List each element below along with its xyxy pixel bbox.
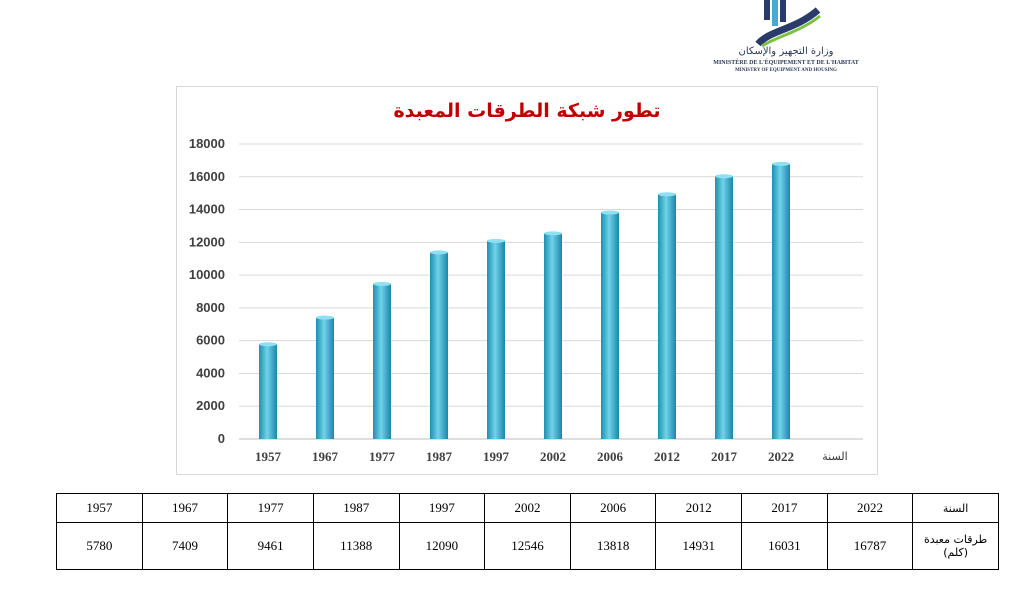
y-tick-label: 6000: [196, 333, 225, 348]
table-row-label: السنة: [912, 492, 999, 524]
bar-2012: [658, 194, 676, 439]
x-tick-label: 2002: [540, 449, 566, 464]
table-cell: 2006: [569, 492, 657, 524]
table-cell: 1977: [227, 492, 314, 524]
table-cell: 11388: [312, 522, 400, 570]
x-tick-label: 1987: [426, 449, 453, 464]
x-tick-label: 2022: [768, 449, 794, 464]
table-cell: 2017: [741, 492, 828, 524]
y-tick-label: 8000: [196, 300, 225, 315]
bar-cap-1997: [487, 238, 505, 243]
table-cell: 16787: [826, 522, 914, 570]
bar-1967: [316, 317, 334, 439]
table-cell: 2022: [826, 492, 914, 524]
table-row-label: طرقات معبدة (كلم): [912, 522, 999, 570]
bar-2022: [772, 163, 790, 439]
table-cell: 1987: [312, 492, 400, 524]
x-tick-label: 1977: [369, 449, 396, 464]
table-cell: 16031: [741, 522, 828, 570]
bar-cap-2017: [715, 174, 733, 179]
x-tick-label: 2012: [654, 449, 680, 464]
bar-chart: تطور شبكة الطرقات المعبدة 0 2000 4000 6000 8…: [189, 100, 863, 464]
table-cell: 1957: [56, 492, 143, 524]
bar-1977: [373, 283, 391, 439]
bar-2002: [544, 233, 562, 439]
bar-cap-1967: [316, 315, 334, 320]
chart-frame: تطور شبكة الطرقات المعبدة 0 2000 4000 6000 8…: [176, 86, 878, 475]
table-cell: 12546: [484, 522, 571, 570]
x-tick-label: 1957: [255, 449, 282, 464]
table-row-lengths: 5780 7409 9461 11388 12090 12546 13818 1…: [56, 522, 999, 570]
bar-cap-1977: [373, 281, 391, 286]
table-row-years: 1957 1967 1977 1987 1997 2002 2006 2012 …: [56, 492, 999, 524]
bar-1987: [430, 252, 448, 439]
ministry-name-fr: MINISTÈRE DE L'ÉQUIPEMENT ET DE L'HABITA…: [713, 60, 859, 66]
y-tick-label: 4000: [196, 365, 225, 380]
x-tick-label: 1997: [483, 449, 510, 464]
y-tick-label: 14000: [189, 202, 225, 217]
bar-2006: [601, 212, 619, 439]
table-cell: 9461: [227, 522, 314, 570]
table-cell: 14931: [655, 522, 742, 570]
chart-title: تطور شبكة الطرقات المعبدة: [393, 100, 660, 122]
y-tick-label: 18000: [189, 136, 225, 151]
data-table: 1957 1967 1977 1987 1997 2002 2006 2012 …: [56, 492, 999, 570]
bar-1957: [259, 344, 277, 439]
y-tick-label: 16000: [189, 169, 225, 184]
ministry-logo: [700, 0, 872, 80]
bar-cap-2012: [658, 192, 676, 197]
x-tick-label: 2006: [597, 449, 624, 464]
table-cell: 1967: [141, 492, 229, 524]
table-cell: 2012: [655, 492, 742, 524]
table-cell: 2002: [484, 492, 571, 524]
table-cell: 1997: [398, 492, 486, 524]
table-cell: 13818: [569, 522, 657, 570]
bar-1997: [487, 240, 505, 439]
ministry-name-en: MINISTRY OF EQUIPMENT AND HOUSING: [735, 68, 837, 73]
ministry-name-ar: وزارة التجهيز والإسكان: [738, 46, 834, 57]
y-tick-label: 10000: [189, 267, 225, 282]
table-cell: 5780: [56, 522, 143, 570]
bar-cap-2006: [601, 210, 619, 215]
y-tick-label: 0: [218, 431, 225, 446]
x-tick-label: 2017: [711, 449, 738, 464]
table-cell: 7409: [141, 522, 229, 570]
table-cell: 12090: [398, 522, 486, 570]
bar-2017: [715, 176, 733, 439]
bar-cap-1957: [259, 342, 277, 347]
x-axis-label: السنة: [822, 450, 847, 463]
bar-cap-1987: [430, 250, 448, 255]
y-tick-label: 2000: [196, 398, 225, 413]
bar-cap-2022: [772, 161, 790, 166]
x-tick-label: 1967: [312, 449, 339, 464]
y-tick-label: 12000: [189, 234, 225, 249]
bar-cap-2002: [544, 231, 562, 236]
